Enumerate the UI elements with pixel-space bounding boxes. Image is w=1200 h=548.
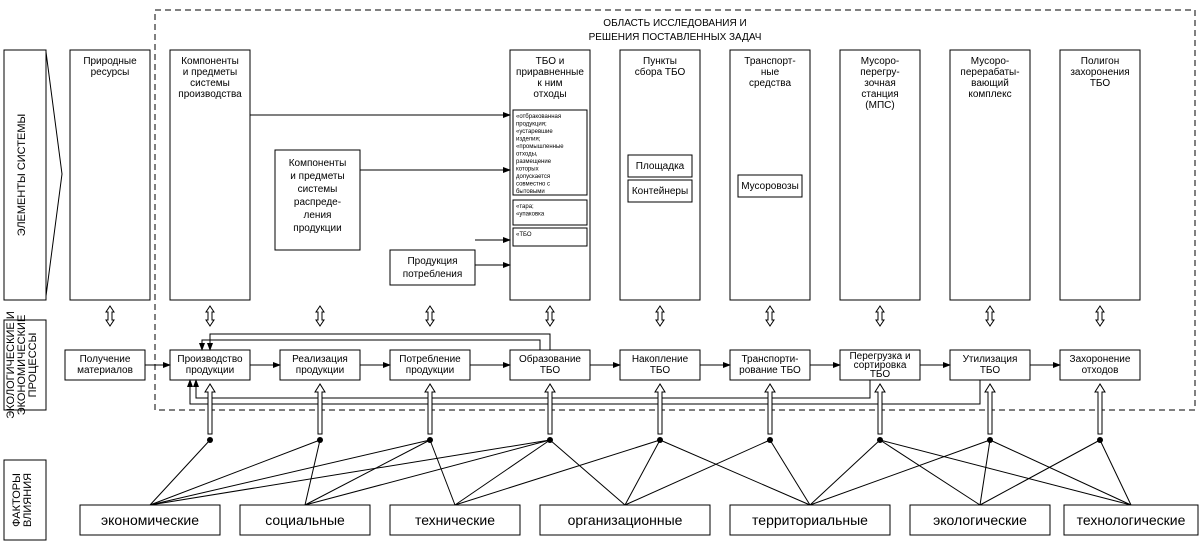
- svg-text:организационные: организационные: [568, 512, 683, 528]
- svg-text:Образование: Образование: [519, 353, 581, 365]
- svg-text:РЕШЕНИЯ ПОСТАВЛЕННЫХ ЗАДАЧ: РЕШЕНИЯ ПОСТАВЛЕННЫХ ЗАДАЧ: [589, 32, 762, 43]
- svg-text:«отбракованная: «отбракованная: [516, 114, 561, 120]
- svg-text:экологические: экологические: [933, 512, 1027, 528]
- svg-text:Транспорти-: Транспорти-: [741, 354, 798, 365]
- svg-text:захоронения: захоронения: [1070, 67, 1129, 78]
- svg-text:Реализация: Реализация: [292, 354, 348, 365]
- svg-text:ТБО: ТБО: [1090, 78, 1111, 89]
- svg-text:Компоненты: Компоненты: [289, 158, 347, 169]
- svg-text:совместно с: совместно с: [516, 182, 550, 188]
- svg-text:и предметы: и предметы: [183, 67, 237, 78]
- svg-text:средства: средства: [749, 78, 792, 89]
- svg-text:продукции: продукции: [293, 223, 341, 234]
- svg-text:перерабаты-: перерабаты-: [960, 66, 1019, 78]
- svg-text:отходы: отходы: [533, 89, 566, 100]
- svg-text:производства: производства: [178, 89, 242, 100]
- svg-text:Накопление: Накопление: [632, 354, 689, 365]
- svg-text:Продукция: Продукция: [407, 256, 457, 267]
- svg-text:ОБЛАСТЬ ИССЛЕДОВАНИЯ И: ОБЛАСТЬ ИССЛЕДОВАНИЯ И: [603, 18, 746, 29]
- elem-natural: [70, 50, 150, 300]
- svg-text:которых: которых: [516, 167, 539, 173]
- svg-text:комплекс: комплекс: [968, 89, 1011, 100]
- svg-text:ЭЛЕМЕНТЫ СИСТЕМЫ: ЭЛЕМЕНТЫ СИСТЕМЫ: [16, 114, 28, 236]
- svg-text:Потребление: Потребление: [399, 353, 461, 365]
- svg-text:технологические: технологические: [1077, 512, 1186, 528]
- svg-text:изделия;: изделия;: [516, 137, 541, 143]
- svg-text:экономические: экономические: [101, 512, 199, 528]
- svg-text:продукции: продукции: [186, 365, 234, 376]
- svg-text:Площадка: Площадка: [636, 161, 685, 172]
- svg-text:допускается: допускается: [516, 174, 550, 180]
- svg-text:зочная: зочная: [864, 78, 896, 89]
- svg-text:ТБО: ТБО: [870, 369, 891, 380]
- svg-text:«упаковка: «упаковка: [516, 212, 545, 218]
- svg-text:Получение: Получение: [80, 354, 131, 365]
- svg-text:Утилизация: Утилизация: [963, 354, 1018, 365]
- svg-text:Мусоро-: Мусоро-: [971, 56, 1009, 67]
- svg-text:«тара;: «тара;: [516, 204, 534, 210]
- svg-text:«промышленные: «промышленные: [516, 144, 564, 150]
- svg-text:ные: ные: [761, 67, 780, 78]
- svg-text:«ТБО: «ТБО: [516, 232, 532, 238]
- svg-text:ВЛИЯНИЯ: ВЛИЯНИЯ: [22, 473, 34, 527]
- svg-text:(МПС): (МПС): [865, 100, 894, 111]
- svg-text:системы: системы: [190, 78, 230, 89]
- svg-text:территориальные: территориальные: [752, 512, 868, 528]
- svg-text:«устаревшие: «устаревшие: [516, 129, 553, 135]
- svg-text:Мусоровозы: Мусоровозы: [741, 181, 799, 192]
- svg-text:сбора ТБО: сбора ТБО: [635, 66, 686, 78]
- svg-text:Природные: Природные: [83, 56, 137, 67]
- svg-text:продукция;: продукция;: [516, 122, 547, 128]
- svg-text:вающий: вающий: [971, 78, 1009, 89]
- svg-text:Контейнеры: Контейнеры: [632, 186, 688, 197]
- svg-text:ТБО: ТБО: [980, 365, 1001, 376]
- svg-text:материалов: материалов: [77, 365, 133, 376]
- svg-text:отходы,: отходы,: [516, 152, 538, 158]
- svg-text:ТБО: ТБО: [540, 365, 561, 376]
- svg-text:системы: системы: [298, 184, 338, 195]
- svg-text:ТБО: ТБО: [650, 365, 671, 376]
- svg-text:распреде-: распреде-: [294, 197, 341, 208]
- svg-text:приравненные: приравненные: [516, 67, 584, 78]
- svg-text:ПРОЦЕССЫ: ПРОЦЕССЫ: [27, 333, 39, 398]
- svg-text:Мусоро-: Мусоро-: [861, 56, 899, 67]
- svg-text:Захоронение: Захоронение: [1070, 354, 1131, 365]
- svg-text:Производство: Производство: [177, 354, 243, 365]
- svg-text:отходов: отходов: [1082, 365, 1119, 376]
- svg-text:ресурсы: ресурсы: [91, 67, 130, 78]
- svg-text:технические: технические: [415, 512, 495, 528]
- svg-text:продукции: продукции: [296, 365, 344, 376]
- svg-text:потребления: потребления: [403, 268, 463, 280]
- svg-text:Полигон: Полигон: [1081, 56, 1119, 67]
- svg-text:размещение: размещение: [516, 159, 552, 165]
- svg-text:социальные: социальные: [265, 512, 345, 528]
- svg-text:и предметы: и предметы: [290, 171, 344, 182]
- svg-text:бытовыми: бытовыми: [516, 189, 545, 195]
- svg-text:ления: ления: [304, 210, 332, 221]
- svg-text:Транспорт-: Транспорт-: [744, 56, 795, 67]
- svg-text:ТБО и: ТБО и: [536, 56, 565, 67]
- svg-text:Пункты: Пункты: [643, 56, 677, 67]
- svg-text:Компоненты: Компоненты: [181, 56, 239, 67]
- svg-text:перегру-: перегру-: [860, 67, 900, 78]
- svg-text:продукции: продукции: [406, 365, 454, 376]
- svg-text:станция: станция: [861, 89, 898, 100]
- svg-text:рование ТБО: рование ТБО: [739, 365, 801, 376]
- svg-text:к ним: к ним: [537, 78, 562, 89]
